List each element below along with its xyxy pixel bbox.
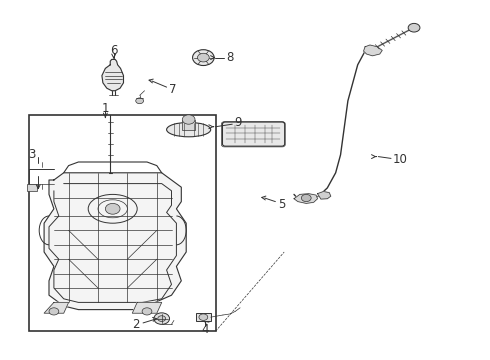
Circle shape <box>105 203 120 214</box>
Circle shape <box>193 50 214 66</box>
Bar <box>27 184 37 191</box>
Bar <box>29 115 216 331</box>
Text: 10: 10 <box>393 153 408 166</box>
Polygon shape <box>132 302 162 313</box>
Circle shape <box>136 98 144 104</box>
Circle shape <box>154 313 170 324</box>
Circle shape <box>199 314 208 320</box>
Text: 4: 4 <box>201 323 209 336</box>
Text: 2: 2 <box>132 318 140 331</box>
Polygon shape <box>44 302 69 313</box>
Text: 9: 9 <box>234 116 242 129</box>
Circle shape <box>182 115 195 124</box>
Circle shape <box>301 194 311 202</box>
Text: 6: 6 <box>110 44 118 57</box>
Polygon shape <box>294 194 318 203</box>
Text: 5: 5 <box>278 198 286 211</box>
Polygon shape <box>364 45 382 56</box>
Bar <box>182 120 195 130</box>
Circle shape <box>158 316 166 321</box>
FancyBboxPatch shape <box>222 122 285 146</box>
Text: 3: 3 <box>28 148 36 161</box>
Circle shape <box>142 308 152 315</box>
Circle shape <box>49 308 59 315</box>
Bar <box>196 313 211 321</box>
Text: 7: 7 <box>169 83 176 96</box>
Polygon shape <box>318 192 331 199</box>
Circle shape <box>197 53 209 62</box>
Polygon shape <box>44 173 186 310</box>
Ellipse shape <box>167 122 211 137</box>
Polygon shape <box>102 59 123 91</box>
Text: 8: 8 <box>226 51 234 64</box>
Circle shape <box>408 23 420 32</box>
Text: 1: 1 <box>101 102 109 114</box>
